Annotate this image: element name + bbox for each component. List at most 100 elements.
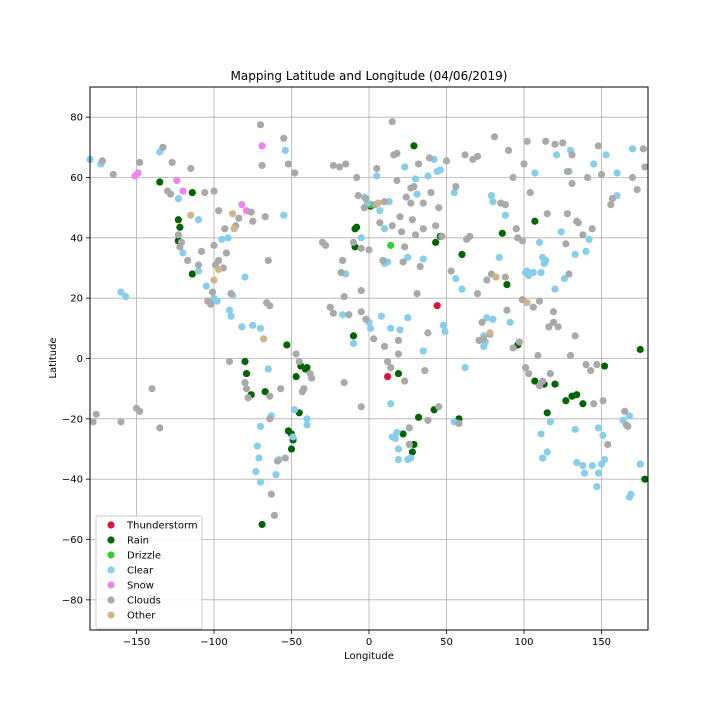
- data-point: [353, 223, 361, 231]
- data-point: [370, 335, 378, 343]
- data-point: [215, 256, 223, 265]
- data-point: [413, 190, 421, 198]
- data-point: [380, 198, 389, 206]
- data-point: [486, 329, 494, 337]
- data-point: [625, 412, 634, 420]
- chart-title: Mapping Latitude and Longitude (04/06/20…: [231, 69, 508, 83]
- axis-ticks: −150 −100 −50 0 50 100 150 −80 −60 −40 −20 0 20 40 60 8…: [62, 113, 611, 648]
- data-point: [89, 418, 97, 426]
- data-point: [568, 179, 576, 188]
- data-point: [188, 188, 196, 197]
- data-point: [526, 188, 534, 197]
- data-point: [608, 195, 616, 203]
- data-point: [194, 261, 203, 269]
- data-point: [483, 276, 491, 284]
- data-point: [387, 324, 395, 332]
- data-point: [357, 287, 365, 295]
- data-point: [179, 187, 187, 195]
- series-thunderstorm: [384, 302, 441, 381]
- data-point: [187, 164, 195, 173]
- data-point: [504, 146, 513, 154]
- data-point: [571, 250, 579, 259]
- x-tick-label: 50: [440, 637, 453, 648]
- data-point: [560, 274, 568, 283]
- data-point: [322, 241, 330, 249]
- data-point: [405, 424, 413, 432]
- data-point: [177, 238, 186, 246]
- data-point: [627, 490, 635, 498]
- data-point: [174, 216, 182, 224]
- data-point: [521, 363, 530, 372]
- data-point: [402, 193, 410, 201]
- data-point: [405, 440, 413, 449]
- data-point: [396, 213, 404, 221]
- series-rain: [156, 142, 649, 529]
- data-point: [582, 247, 590, 256]
- series-snow: [131, 142, 266, 215]
- data-point: [241, 273, 249, 281]
- data-point: [571, 425, 579, 433]
- series-clouds: [89, 118, 649, 519]
- data-point: [458, 250, 466, 259]
- data-point: [568, 151, 576, 159]
- data-point: [256, 422, 265, 430]
- data-point: [308, 374, 316, 382]
- data-point: [424, 416, 432, 424]
- data-point: [492, 273, 500, 281]
- data-point: [408, 216, 416, 224]
- data-point: [543, 448, 551, 456]
- data-point: [441, 327, 449, 335]
- data-point: [582, 360, 590, 369]
- data-point: [168, 158, 176, 167]
- data-point: [92, 410, 100, 418]
- data-point: [518, 237, 527, 245]
- data-point: [365, 246, 373, 254]
- data-point: [601, 455, 609, 464]
- y-tick-label: 40: [70, 233, 83, 244]
- data-point: [207, 300, 215, 308]
- data-point: [174, 231, 182, 239]
- data-point: [413, 290, 421, 298]
- data-point: [202, 282, 210, 290]
- data-point: [357, 308, 365, 316]
- data-point: [607, 201, 615, 209]
- data-point: [525, 369, 533, 378]
- data-point: [218, 235, 226, 243]
- data-point: [551, 380, 559, 388]
- data-point: [397, 228, 406, 236]
- data-point: [583, 173, 592, 182]
- data-point: [562, 240, 570, 248]
- data-point: [415, 160, 423, 168]
- y-tick-label: 0: [77, 354, 83, 365]
- y-tick-label: −40: [62, 475, 83, 486]
- data-point: [242, 385, 251, 393]
- data-point: [613, 169, 621, 177]
- data-point: [531, 169, 539, 177]
- legend-label: Rain: [127, 536, 149, 547]
- data-point: [641, 163, 649, 171]
- data-point: [604, 440, 612, 449]
- data-point: [407, 199, 415, 207]
- data-point: [241, 379, 249, 387]
- data-point: [225, 357, 234, 366]
- data-point: [490, 133, 499, 141]
- data-point: [136, 407, 144, 415]
- data-point: [292, 350, 300, 358]
- data-point: [281, 454, 289, 462]
- data-point: [562, 397, 570, 405]
- data-point: [501, 211, 509, 219]
- data-point: [387, 241, 395, 249]
- data-point: [503, 280, 511, 289]
- data-point: [534, 351, 542, 360]
- data-point: [401, 243, 409, 251]
- data-point: [280, 211, 288, 219]
- data-point: [339, 311, 347, 319]
- data-point: [501, 201, 509, 209]
- data-point: [270, 511, 279, 519]
- data-point: [261, 388, 269, 396]
- data-point: [260, 335, 268, 343]
- data-point: [435, 403, 443, 411]
- data-point: [461, 363, 469, 372]
- data-point: [384, 357, 392, 366]
- data-point: [109, 170, 117, 179]
